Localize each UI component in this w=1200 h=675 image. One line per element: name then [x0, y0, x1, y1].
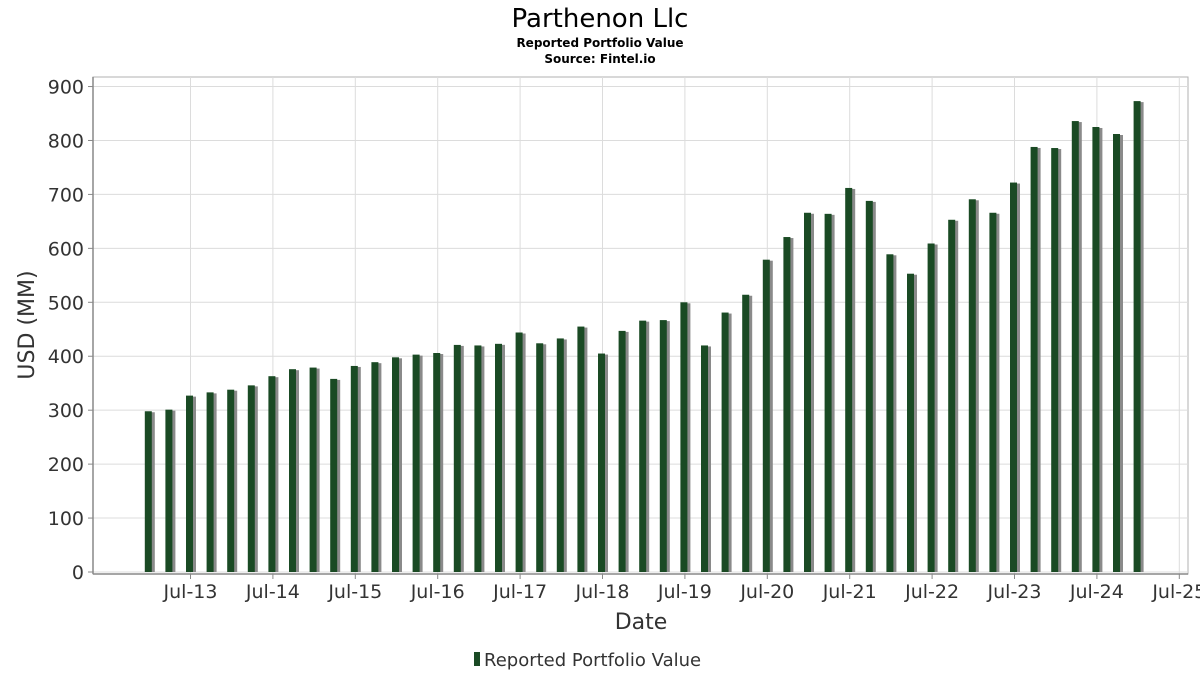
- bar: [1010, 182, 1017, 572]
- bar: [598, 353, 605, 572]
- y-tick-label: 800: [48, 130, 84, 152]
- x-tick-label: Jul-14: [245, 581, 300, 603]
- x-tick-label: Jul-20: [739, 581, 794, 603]
- bar: [1051, 148, 1059, 572]
- y-axis-title: USD (MM): [15, 270, 40, 379]
- bar: [783, 237, 791, 572]
- y-tick-label: 200: [48, 454, 84, 476]
- bar: [1071, 121, 1079, 573]
- bar: [515, 332, 523, 572]
- x-tick-label: Jul-16: [410, 581, 465, 603]
- bar: [1133, 101, 1141, 573]
- bar-series: [144, 101, 1144, 573]
- bar: [556, 338, 564, 572]
- bar: [927, 243, 935, 572]
- x-tick-label: Jul-21: [822, 581, 877, 603]
- bar: [453, 344, 461, 572]
- bar: [289, 369, 296, 572]
- bar: [309, 367, 317, 572]
- bar: [474, 345, 482, 572]
- bar: [865, 200, 873, 572]
- bar: [762, 259, 770, 572]
- y-tick-label: 900: [48, 77, 84, 99]
- bar: [536, 343, 544, 572]
- bar: [618, 330, 626, 572]
- bar: [392, 357, 399, 572]
- chart-subtitle: Reported Portfolio Value: [516, 36, 683, 50]
- bar: [701, 345, 708, 572]
- bar: [680, 302, 688, 572]
- x-tick-label: Jul-15: [327, 581, 382, 603]
- axes: [88, 77, 1188, 579]
- bar: [186, 395, 193, 572]
- chart-source: Source: Fintel.io: [544, 52, 655, 66]
- x-tick-label: Jul-19: [657, 581, 712, 603]
- bar: [371, 362, 379, 572]
- y-tick-labels: 0 100 200 300 400 500 600 700 800 900: [48, 77, 84, 584]
- legend-swatch: [474, 652, 480, 666]
- bar: [824, 213, 832, 573]
- legend-label: Reported Portfolio Value: [484, 650, 701, 671]
- y-tick-label: 600: [48, 238, 84, 260]
- bar: [742, 294, 750, 572]
- bar: [845, 187, 853, 572]
- bar: [206, 392, 214, 572]
- x-tick-label: Jul-25: [1151, 581, 1200, 603]
- y-tick-label: 500: [48, 292, 84, 314]
- bar: [989, 212, 997, 573]
- y-tick-label: 0: [72, 562, 84, 584]
- bar: [948, 219, 956, 573]
- bar: [907, 273, 914, 572]
- bar: [639, 320, 647, 572]
- bar: [268, 376, 276, 572]
- bar: [1092, 126, 1100, 573]
- bar: [804, 212, 811, 573]
- bar: [577, 326, 585, 572]
- bar: [968, 199, 976, 572]
- bar: [886, 254, 894, 572]
- y-tick-label: 300: [48, 400, 84, 422]
- bar: [495, 343, 502, 572]
- bar: [227, 389, 235, 572]
- bar: [659, 320, 667, 572]
- bar: [165, 409, 173, 572]
- x-tick-label: Jul-23: [987, 581, 1042, 603]
- y-tick-label: 400: [48, 346, 84, 368]
- bar: [330, 378, 338, 572]
- bar: [433, 353, 441, 572]
- x-axis-title: Date: [615, 610, 668, 635]
- bar: [350, 365, 358, 572]
- bar: [721, 312, 729, 572]
- bar: [144, 411, 152, 572]
- x-tick-label: Jul-17: [492, 581, 547, 603]
- chart-title: Parthenon Llc: [512, 4, 689, 34]
- x-tick-labels: Jul-13 Jul-14 Jul-15 Jul-16 Jul-17 Jul-18 Jul-…: [163, 581, 1200, 603]
- x-tick-label: Jul-13: [163, 581, 218, 603]
- legend: Reported Portfolio Value: [474, 650, 701, 671]
- x-tick-label: Jul-18: [575, 581, 630, 603]
- bar: [1113, 134, 1120, 572]
- bar: [247, 385, 255, 572]
- x-tick-label: Jul-24: [1069, 581, 1124, 603]
- x-tick-label: Jul-22: [904, 581, 959, 603]
- bar: [412, 354, 420, 572]
- y-tick-label: 100: [48, 508, 84, 530]
- bar: [1030, 146, 1038, 572]
- y-tick-label: 700: [48, 184, 84, 206]
